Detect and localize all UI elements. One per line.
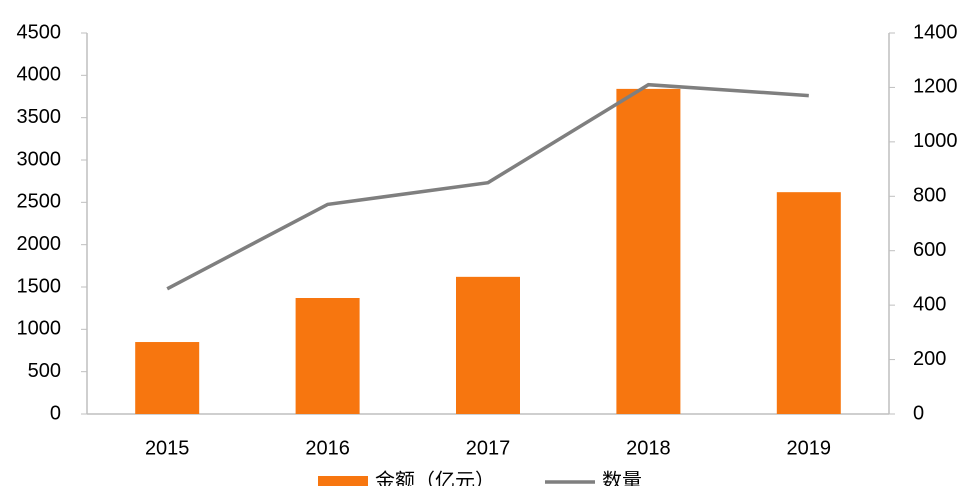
x-tick-label: 2016: [305, 437, 350, 459]
legend-label: 数量: [602, 469, 642, 486]
bar: [776, 192, 841, 414]
legend-label: 金额（亿元）: [375, 469, 495, 486]
y-tick-label: 4500: [17, 21, 62, 43]
x-tick-label: 2018: [626, 437, 671, 459]
x-tick-label: 2015: [145, 437, 190, 459]
bar: [456, 276, 520, 414]
y2-tick-label: 800: [913, 185, 946, 207]
y-tick-label: 3000: [17, 148, 62, 170]
legend-swatch: [318, 476, 368, 486]
y-tick-label: 3500: [17, 106, 62, 128]
bar: [616, 88, 681, 414]
y-tick-label: 4000: [17, 64, 62, 86]
bar: [295, 298, 360, 414]
y2-tick-label: 0: [913, 402, 924, 424]
y-tick-label: 2500: [17, 191, 62, 213]
y2-tick-label: 600: [913, 239, 946, 261]
line: [166, 82, 809, 291]
y-tick-label: 1000: [17, 318, 62, 340]
y2-tick-label: 400: [913, 293, 946, 315]
y2-tick-label: 1400: [913, 21, 958, 43]
y2-tick-label: 1000: [913, 130, 958, 152]
y-tick-label: 0: [50, 402, 61, 424]
x-tick-label: 2019: [787, 437, 832, 459]
bar: [135, 342, 200, 414]
y-tick-label: 500: [28, 360, 61, 382]
y2-tick-label: 1200: [913, 76, 958, 98]
y2-tick-label: 200: [913, 348, 946, 370]
x-tick-label: 2017: [466, 437, 511, 459]
y-tick-label: 2000: [17, 233, 62, 255]
y-tick-label: 1500: [17, 275, 62, 297]
